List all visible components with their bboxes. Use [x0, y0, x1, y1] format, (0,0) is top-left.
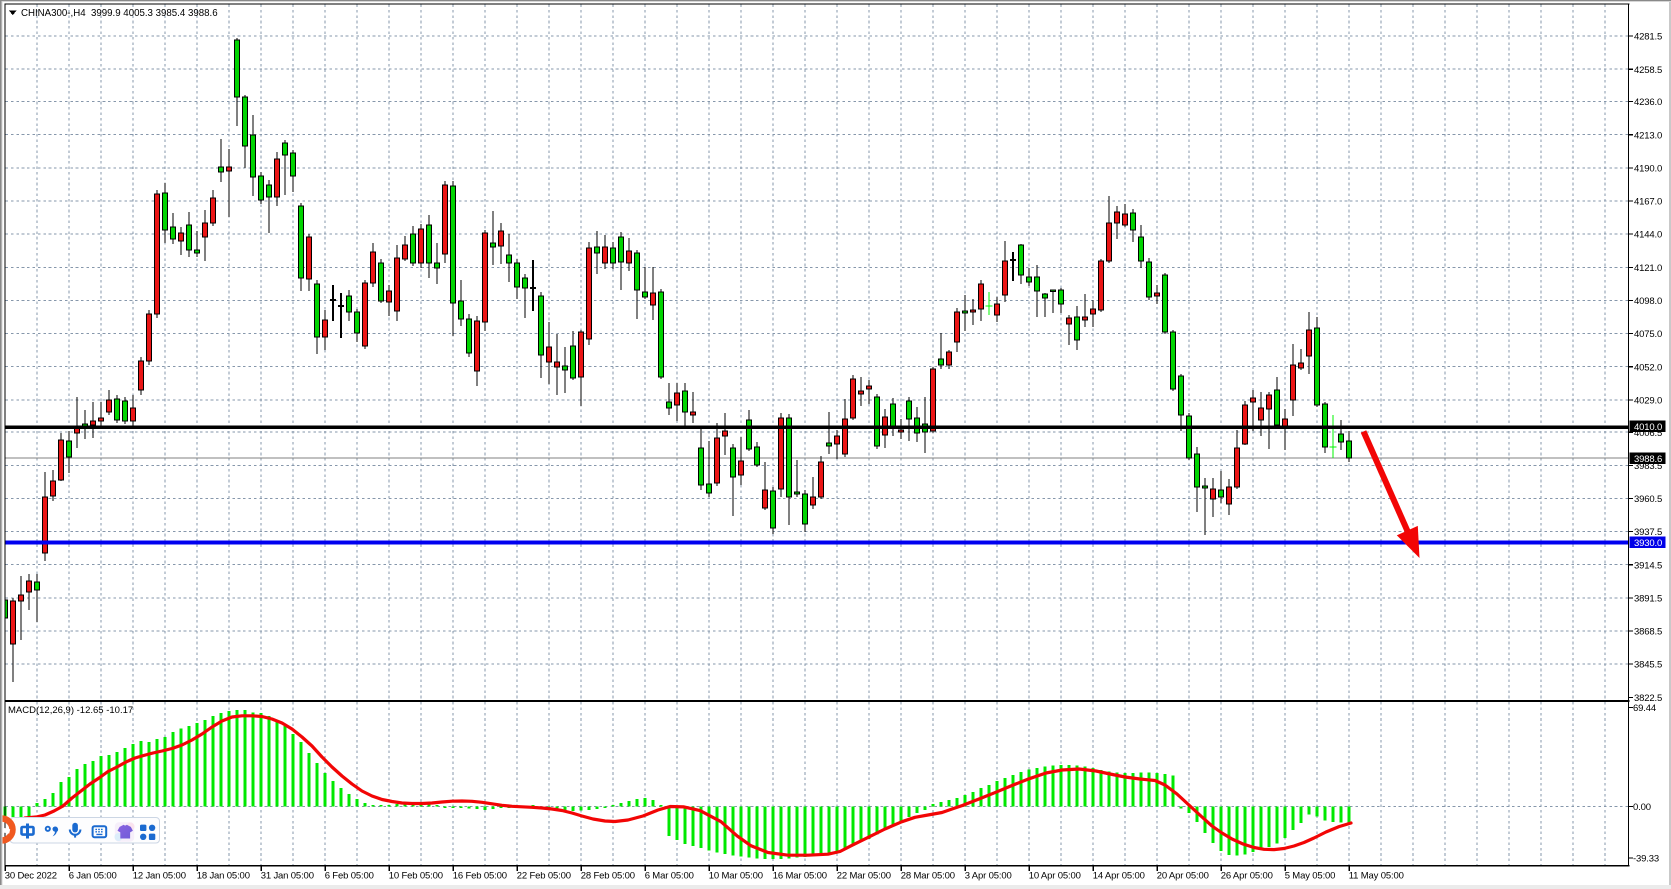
svg-text:18 Jan 05:00: 18 Jan 05:00	[197, 871, 250, 882]
svg-text:3937.5: 3937.5	[1634, 527, 1662, 538]
svg-text:22 Mar 05:00: 22 Mar 05:00	[837, 871, 891, 882]
svg-text:22 Feb 05:00: 22 Feb 05:00	[517, 871, 571, 882]
svg-text:0.00: 0.00	[1633, 802, 1651, 813]
svg-text:4258.5: 4258.5	[1634, 65, 1662, 76]
svg-text:4075.0: 4075.0	[1634, 329, 1662, 340]
svg-text:28 Mar 05:00: 28 Mar 05:00	[901, 871, 955, 882]
svg-text:14 Apr 05:00: 14 Apr 05:00	[1093, 871, 1145, 882]
svg-text:30 Dec 2022: 30 Dec 2022	[5, 871, 57, 882]
svg-text:3914.5: 3914.5	[1634, 560, 1662, 571]
svg-text:6 Mar 05:00: 6 Mar 05:00	[645, 871, 694, 882]
svg-text:3983.5: 3983.5	[1634, 461, 1662, 472]
svg-text:MACD(12,26,9) -12.65 -10.17: MACD(12,26,9) -12.65 -10.17	[8, 705, 133, 716]
svg-text:3891.5: 3891.5	[1634, 594, 1662, 605]
svg-text:3868.5: 3868.5	[1634, 627, 1662, 638]
svg-text:4006.5: 4006.5	[1634, 428, 1662, 439]
svg-text:4010.0: 4010.0	[1634, 422, 1662, 433]
svg-text:4052.0: 4052.0	[1634, 362, 1662, 373]
svg-text:26 Apr 05:00: 26 Apr 05:00	[1221, 871, 1273, 882]
svg-text:3930.0: 3930.0	[1634, 538, 1662, 549]
svg-text:16 Feb 05:00: 16 Feb 05:00	[453, 871, 507, 882]
svg-text:10 Mar 05:00: 10 Mar 05:00	[709, 871, 763, 882]
svg-text:16 Mar 05:00: 16 Mar 05:00	[773, 871, 827, 882]
svg-text:4098.0: 4098.0	[1634, 296, 1662, 307]
svg-text:4190.0: 4190.0	[1634, 163, 1662, 174]
svg-text:3 Apr 05:00: 3 Apr 05:00	[965, 871, 1012, 882]
svg-text:3960.5: 3960.5	[1634, 494, 1662, 505]
svg-text:12 Jan 05:00: 12 Jan 05:00	[133, 871, 186, 882]
svg-text:10 Apr 05:00: 10 Apr 05:00	[1029, 871, 1081, 882]
svg-text:4121.0: 4121.0	[1634, 263, 1662, 274]
svg-text:10 Feb 05:00: 10 Feb 05:00	[389, 871, 443, 882]
svg-text:20 Apr 05:00: 20 Apr 05:00	[1157, 871, 1209, 882]
svg-text:5 May 05:00: 5 May 05:00	[1285, 871, 1336, 882]
svg-text:3988.6: 3988.6	[1634, 454, 1662, 465]
svg-text:4236.0: 4236.0	[1634, 97, 1662, 108]
svg-text:3822.5: 3822.5	[1634, 693, 1662, 704]
svg-text:11 May 05:00: 11 May 05:00	[1349, 871, 1404, 882]
svg-text:6 Feb 05:00: 6 Feb 05:00	[325, 871, 374, 882]
svg-text:31 Jan 05:00: 31 Jan 05:00	[261, 871, 314, 882]
svg-text:4144.0: 4144.0	[1634, 230, 1662, 241]
svg-text:CHINA300-,H4 3999.9 4005.3 39: CHINA300-,H4 3999.9 4005.3 3985.4 3988.6	[21, 8, 218, 19]
svg-text:28 Feb 05:00: 28 Feb 05:00	[581, 871, 635, 882]
svg-text:-39.33: -39.33	[1633, 854, 1659, 865]
svg-text:4281.5: 4281.5	[1634, 32, 1662, 43]
svg-text:3845.5: 3845.5	[1634, 660, 1662, 671]
svg-text:4213.0: 4213.0	[1634, 130, 1662, 141]
svg-text:4029.0: 4029.0	[1634, 395, 1662, 406]
svg-text:4167.0: 4167.0	[1634, 197, 1662, 208]
svg-text:69.44: 69.44	[1633, 703, 1656, 714]
svg-text:6 Jan 05:00: 6 Jan 05:00	[69, 871, 117, 882]
